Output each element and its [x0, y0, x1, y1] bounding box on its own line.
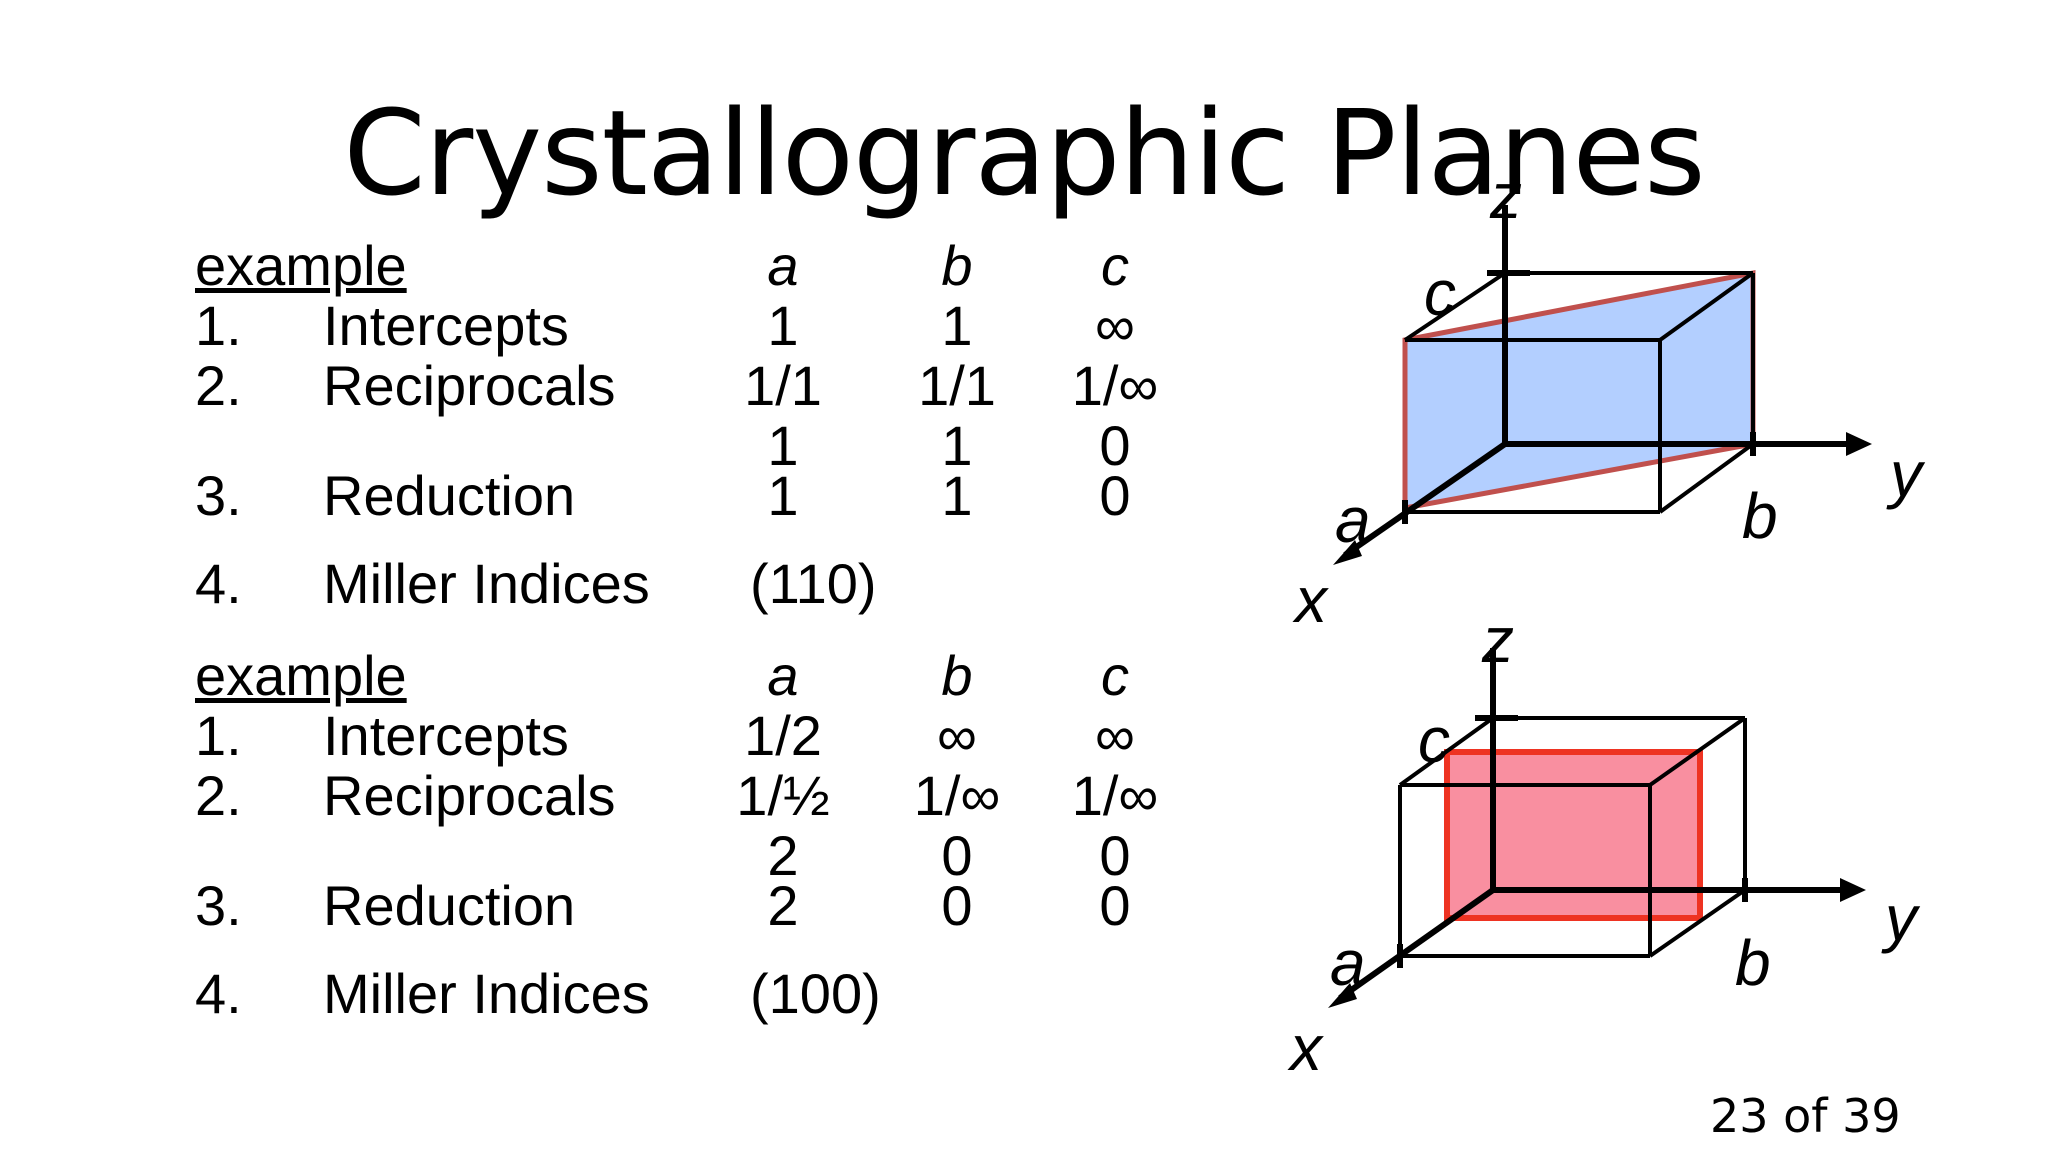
- unit-cell-diagram-110: z c y b a x: [1292, 160, 1926, 636]
- x-axis: [1343, 441, 1507, 558]
- miller-indices-row: 4. Miller Indices (100): [195, 964, 1245, 1024]
- reciprocals-row: 2. Reciprocals 1/½ 1/∞ 1/∞: [195, 766, 1245, 826]
- reduction-row: 3. Reduction 2 0 0: [195, 876, 1245, 936]
- y-label: y: [1886, 438, 1926, 510]
- step-number: 2.: [195, 354, 242, 417]
- value-b: 1: [941, 294, 973, 357]
- col-b-header: b: [941, 644, 973, 707]
- y-arrow-icon: [1846, 432, 1872, 456]
- y-arrow-icon: [1840, 878, 1866, 902]
- example-label: example: [195, 644, 407, 707]
- value-a: 2: [767, 874, 799, 937]
- value-c: 0: [1099, 464, 1131, 527]
- a-label: a: [1335, 484, 1371, 556]
- step-number: 4.: [195, 962, 242, 1025]
- value-a: 1/½: [736, 764, 830, 827]
- col-a-header: a: [767, 234, 799, 297]
- value-a: 1/1: [744, 354, 822, 417]
- unit-cell-diagram-100: z c y b a x: [1287, 604, 1921, 1084]
- reciprocals-row: 2. Reciprocals 1/1 1/1 1/∞: [195, 356, 1245, 416]
- unit-cell-edges-1: [1403, 271, 1755, 514]
- example-1-header-row: example a b c: [195, 236, 1245, 296]
- intercepts-row: 1. Intercepts 1/2 ∞ ∞: [195, 706, 1245, 766]
- col-c-header: c: [1101, 234, 1129, 297]
- c-label: c: [1424, 257, 1456, 329]
- miller-indices-value: (110): [750, 552, 877, 615]
- example-1-table: example a b c 1. Intercepts 1 1 ∞ 2. Rec…: [195, 236, 1245, 644]
- step-number: 3.: [195, 464, 242, 527]
- z-label: z: [1481, 604, 1514, 676]
- miller-indices-value: (100): [750, 962, 881, 1025]
- axes-2: [1338, 648, 1845, 1001]
- step-label: Reduction: [323, 464, 576, 527]
- value-c: ∞: [1095, 294, 1135, 357]
- value-a: 1: [767, 294, 799, 357]
- value-b: 1/∞: [913, 764, 1001, 827]
- value-b: 1: [941, 414, 973, 477]
- value-c: 0: [1099, 874, 1131, 937]
- value-b: 1/1: [918, 354, 996, 417]
- reciprocal-results-row: 2 0 0: [195, 826, 1245, 886]
- value-b: 0: [941, 824, 973, 887]
- miller-indices-row: 4. Miller Indices (110): [195, 554, 1245, 614]
- step-label: Reduction: [323, 874, 576, 937]
- plane-100: [1444, 749, 1703, 921]
- value-c: 0: [1099, 414, 1131, 477]
- x-axis: [1338, 887, 1495, 1001]
- slide-title: Crystallographic Planes: [343, 84, 1705, 222]
- b-label: b: [1742, 480, 1778, 552]
- x-label: x: [1292, 564, 1329, 636]
- value-c: 0: [1099, 824, 1131, 887]
- step-label: Reciprocals: [323, 764, 616, 827]
- step-label: Reciprocals: [323, 354, 616, 417]
- col-b-header: b: [941, 234, 973, 297]
- value-a: 1/2: [744, 704, 822, 767]
- axes-1: [1343, 205, 1850, 558]
- y-label: y: [1881, 882, 1921, 954]
- x-label: x: [1287, 1012, 1324, 1084]
- page-number: 23 of 39: [1710, 1089, 1901, 1143]
- step-number: 4.: [195, 552, 242, 615]
- value-a: 1: [767, 414, 799, 477]
- example-label: example: [195, 234, 407, 297]
- value-c: 1/∞: [1071, 354, 1159, 417]
- step-number: 1.: [195, 704, 242, 767]
- step-number: 1.: [195, 294, 242, 357]
- c-label: c: [1418, 704, 1450, 776]
- step-label: Miller Indices: [323, 552, 650, 615]
- x-arrow-icon: [1328, 983, 1357, 1008]
- a-label: a: [1330, 927, 1366, 999]
- step-number: 3.: [195, 874, 242, 937]
- b-label: b: [1735, 927, 1771, 999]
- value-a: 2: [767, 824, 799, 887]
- value-c: ∞: [1095, 704, 1135, 767]
- value-b: 0: [941, 874, 973, 937]
- value-c: 1/∞: [1071, 764, 1159, 827]
- unit-cell-back-edges-2: [1493, 716, 1747, 890]
- value-b: ∞: [937, 704, 977, 767]
- reciprocal-results-row: 1 1 0: [195, 416, 1245, 476]
- reduction-row: 3. Reduction 1 1 0: [195, 466, 1245, 526]
- step-label: Intercepts: [323, 704, 569, 767]
- x-arrow-icon: [1333, 540, 1362, 565]
- z-label: z: [1489, 160, 1522, 232]
- col-a-header: a: [767, 644, 799, 707]
- example-2-table: example a b c 1. Intercepts 1/2 ∞ ∞ 2. R…: [195, 646, 1245, 1054]
- step-label: Intercepts: [323, 294, 569, 357]
- step-label: Miller Indices: [323, 962, 650, 1025]
- step-number: 2.: [195, 764, 242, 827]
- col-c-header: c: [1101, 644, 1129, 707]
- intercepts-row: 1. Intercepts 1 1 ∞: [195, 296, 1245, 356]
- value-b: 1: [941, 464, 973, 527]
- value-a: 1: [767, 464, 799, 527]
- unit-cell-edges-2: [1398, 716, 1747, 958]
- example-2-header-row: example a b c: [195, 646, 1245, 706]
